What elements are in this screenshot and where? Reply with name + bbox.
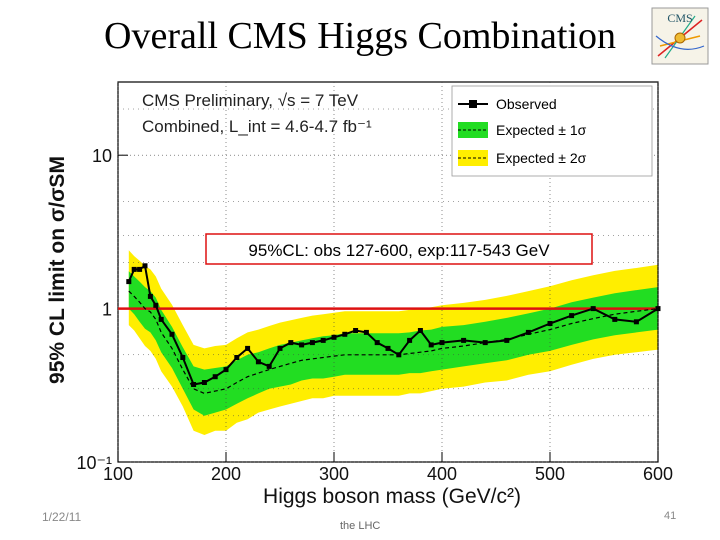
observed-point bbox=[180, 355, 186, 360]
x-tick-label: 100 bbox=[103, 464, 133, 484]
observed-point bbox=[255, 359, 261, 365]
observed-point bbox=[428, 342, 434, 348]
observed-point bbox=[407, 337, 413, 343]
observed-point bbox=[417, 328, 423, 333]
x-tick-label: 400 bbox=[427, 464, 457, 484]
observed-point bbox=[655, 306, 661, 312]
observed-point bbox=[266, 363, 272, 369]
annotation-box bbox=[205, 233, 593, 265]
observed-point bbox=[131, 266, 137, 272]
x-axis-label: Higgs boson mass (GeV/c²) bbox=[263, 485, 521, 508]
legend-band1-label: Expected ± 1σ bbox=[496, 122, 587, 138]
observed-point bbox=[169, 331, 175, 337]
observed-point bbox=[385, 345, 391, 351]
observed-point bbox=[245, 345, 251, 351]
observed-point bbox=[396, 352, 402, 358]
observed-point bbox=[277, 345, 283, 351]
expected-line bbox=[128, 290, 659, 395]
observed-point bbox=[137, 266, 143, 272]
observed-point bbox=[331, 334, 337, 340]
observed-point bbox=[353, 328, 359, 333]
info-line-1: CMS Preliminary, √s = 7 TeV bbox=[142, 91, 359, 110]
y-tick-label: 10 bbox=[92, 146, 112, 166]
y-tick-label: 10⁻¹ bbox=[76, 453, 112, 473]
observed-point bbox=[569, 313, 575, 319]
cms-logo-icon: CMS bbox=[651, 7, 709, 65]
y-tick-label: 1 bbox=[102, 300, 112, 320]
observed-point bbox=[547, 321, 553, 326]
legend-observed-label: Observed bbox=[496, 96, 557, 112]
observed-point bbox=[153, 302, 159, 308]
observed-point bbox=[439, 340, 445, 346]
observed-point bbox=[191, 382, 197, 387]
observed-point bbox=[299, 342, 305, 348]
y-axis-label: 95% CL limit on σ/σSM bbox=[46, 156, 69, 384]
observed-point bbox=[147, 293, 153, 299]
observed-point bbox=[126, 279, 132, 285]
legend-observed-marker bbox=[469, 100, 477, 108]
observed-point bbox=[504, 337, 510, 343]
annotation-text: 95%CL: obs 127-600, exp:117-543 GeV bbox=[248, 241, 550, 260]
footer-date: 1/22/11 bbox=[42, 510, 82, 524]
plot-frame bbox=[117, 81, 659, 463]
x-tick-label: 500 bbox=[535, 464, 565, 484]
observed-point bbox=[363, 329, 369, 335]
observed-point bbox=[482, 340, 488, 346]
observed-point bbox=[288, 340, 294, 346]
observed-point bbox=[201, 380, 207, 385]
observed-point bbox=[212, 374, 218, 380]
x-tick-label: 600 bbox=[643, 464, 673, 484]
info-line-2: Combined, L_int = 4.6-4.7 fb⁻¹ bbox=[142, 117, 372, 136]
observed-point bbox=[234, 355, 240, 360]
observed-point bbox=[309, 340, 315, 346]
x-tick-label: 300 bbox=[319, 464, 349, 484]
slide-title: Overall CMS Higgs Combination bbox=[104, 15, 616, 57]
footer-text: the LHC bbox=[340, 520, 381, 532]
observed-point bbox=[374, 340, 380, 346]
observed-point bbox=[461, 337, 467, 343]
observed-point bbox=[590, 306, 596, 312]
observed-point bbox=[633, 319, 639, 325]
x-tick-label: 200 bbox=[211, 464, 241, 484]
observed-point bbox=[612, 316, 618, 322]
page-number: 41 bbox=[664, 510, 677, 522]
observed-point bbox=[320, 337, 326, 343]
observed-point bbox=[342, 331, 348, 337]
legend-band2-label: Expected ± 2σ bbox=[496, 150, 587, 166]
observed-point bbox=[223, 367, 229, 373]
logo-text: CMS bbox=[667, 11, 692, 25]
expected-1sigma-band bbox=[128, 271, 659, 416]
observed-point bbox=[158, 316, 164, 322]
observed-point bbox=[142, 263, 148, 269]
observed-point bbox=[525, 329, 531, 335]
